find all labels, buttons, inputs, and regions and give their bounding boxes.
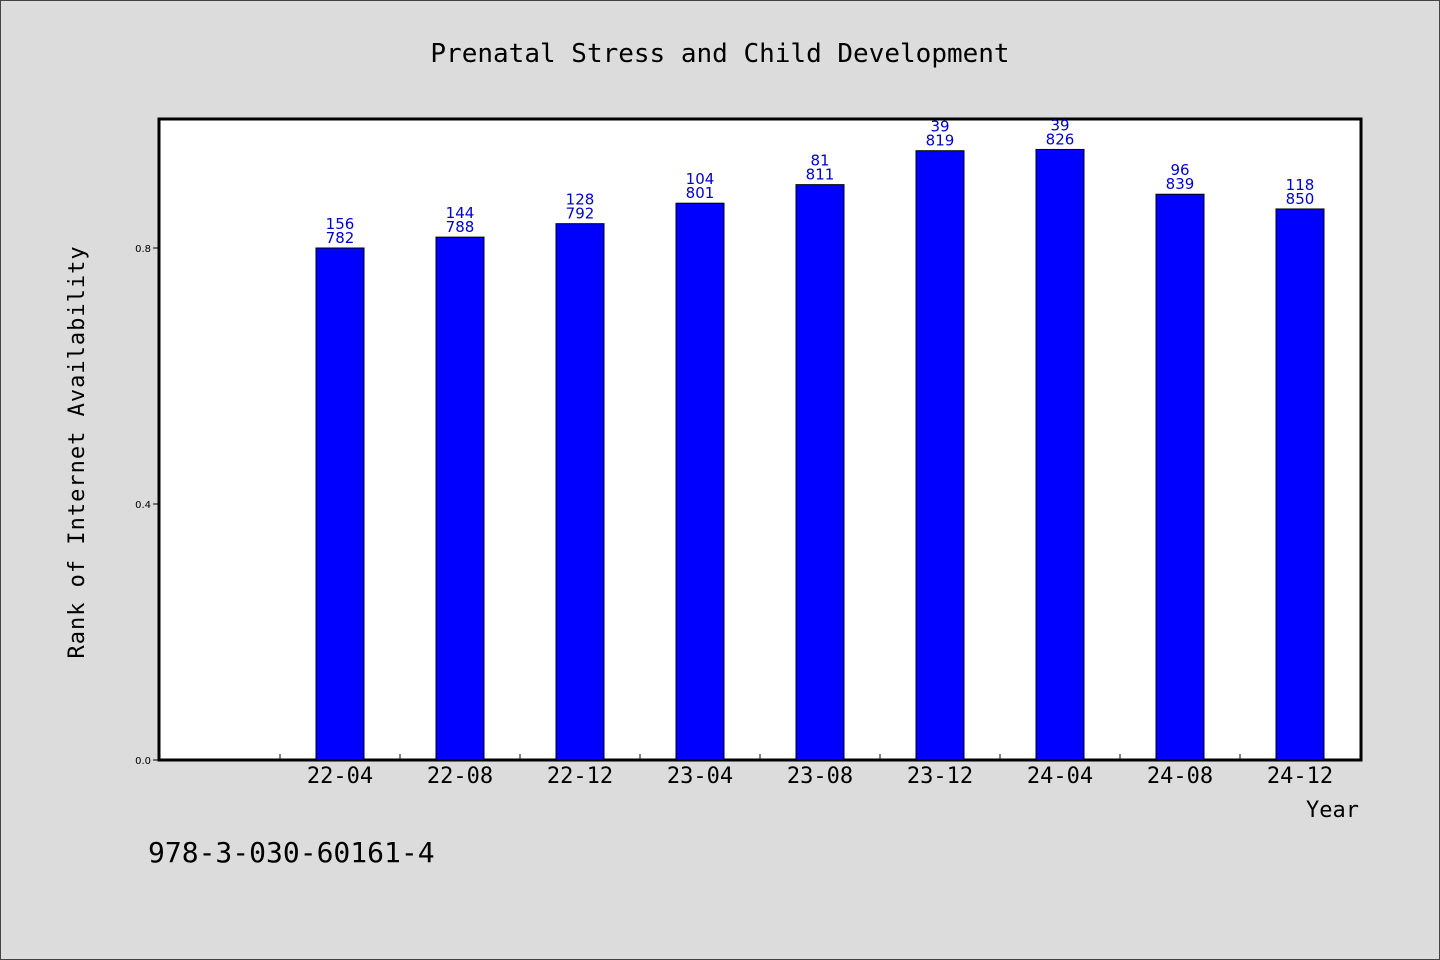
data-label-top: 39 [1050,116,1069,134]
bar-24-08 [1155,193,1205,761]
x-tick-label: 24-04 [1027,764,1093,789]
bar-23-08 [795,184,845,761]
data-label-top: 156 [326,215,355,233]
y-tick-label: 0.0 [135,756,151,767]
bar-22-08 [435,236,485,761]
data-label-top: 39 [930,118,949,136]
x-tick-label: 23-08 [787,764,853,789]
x-tick-label: 22-08 [427,764,493,789]
x-tick-label: 23-04 [667,764,733,789]
data-label-bottom: 788 [446,218,475,236]
bar-22-04 [315,247,365,761]
data-label-bottom: 811 [806,166,835,184]
x-tick-label: 24-12 [1267,764,1333,789]
y-axis-ticks: 0.0 0.4 0.8 [135,244,159,767]
bar-22-12 [555,223,605,761]
bar-24-12 [1275,208,1325,761]
data-label-top: 144 [446,204,475,222]
chart-title: Prenatal Stress and Child Development [430,39,1009,69]
data-label-bottom: 839 [1166,175,1195,193]
data-label-bottom: 850 [1286,190,1315,208]
x-tick-label: 22-12 [547,764,613,789]
isbn-text: 978-3-030-60161-4 [148,836,435,869]
y-axis-label: Rank of Internet Availability [65,245,90,658]
data-label-bottom: 801 [686,184,715,202]
x-tick-label: 23-12 [907,764,973,789]
x-axis-ticks: 22-04 22-08 22-12 23-04 23-08 23-12 24-04 24-08… [279,754,1361,789]
bar-23-04 [675,202,725,761]
bar-23-12 [915,150,965,761]
x-axis-label: Year [1306,798,1359,823]
data-label-bottom: 826 [1046,130,1075,148]
data-label-top: 81 [810,152,829,170]
y-tick-label: 0.4 [135,500,151,511]
data-label-top: 118 [1286,176,1315,194]
data-label-top: 104 [686,170,715,188]
data-label-top: 128 [566,191,595,209]
bar-24-04 [1035,148,1085,761]
data-label-top: 96 [1170,161,1189,179]
data-label-bottom: 792 [566,205,595,223]
bars [315,148,1325,761]
x-tick-label: 22-04 [307,764,373,789]
data-labels: 1567821447881287921048018181139819398269… [326,116,1315,247]
x-tick-label: 24-08 [1147,764,1213,789]
data-label-bottom: 782 [326,229,355,247]
y-tick-label: 0.8 [135,244,151,255]
data-label-bottom: 819 [926,132,955,150]
